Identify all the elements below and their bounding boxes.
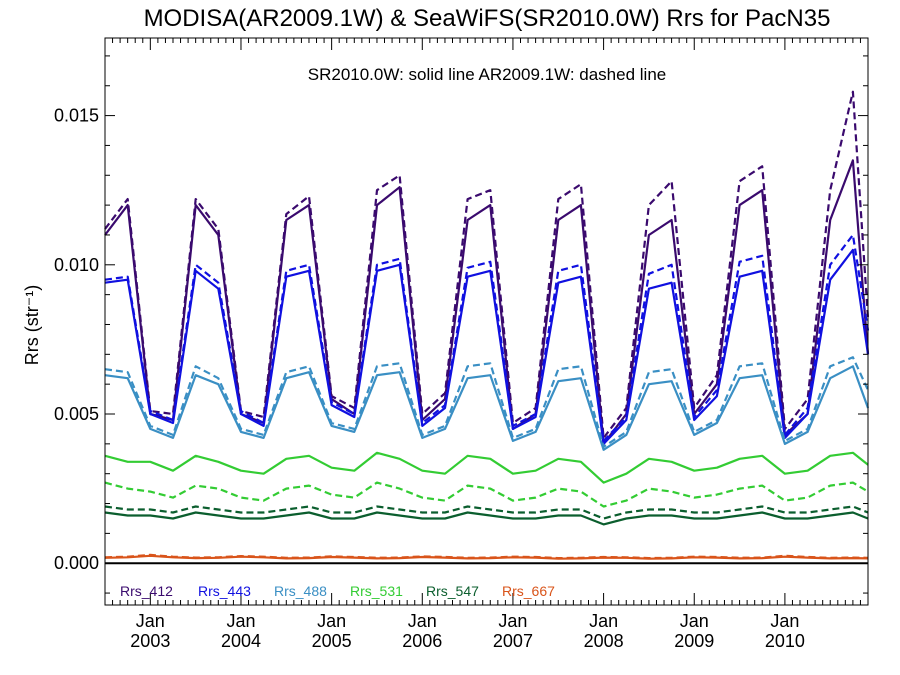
y-tick-label: 0.000 bbox=[54, 553, 99, 573]
legend: Rrs_412 Rrs_443 Rrs_488 Rrs_531 Rrs_547 Rrs_6… bbox=[120, 583, 555, 599]
legend-entry-rrs_488: Rrs_488 bbox=[274, 583, 327, 599]
x-tick-label-month: Jan bbox=[136, 611, 165, 631]
series-rrs_531-solid-line bbox=[104, 451, 869, 484]
x-tick-label-year: 2007 bbox=[493, 631, 533, 651]
legend-entry-rrs_443: Rrs_443 bbox=[198, 583, 251, 599]
y-tick-label: 0.015 bbox=[54, 106, 99, 126]
x-tick-label-year: 2009 bbox=[674, 631, 714, 651]
x-tick-label-month: Jan bbox=[770, 611, 799, 631]
x-tick-label-year: 2005 bbox=[312, 631, 352, 651]
y-axis-label: Rrs (str⁻¹) bbox=[22, 285, 42, 365]
series-rrs_412-solid-line bbox=[104, 159, 870, 445]
x-tick-label-year: 2008 bbox=[584, 631, 624, 651]
series-rrs_412-dashed-line bbox=[104, 90, 870, 439]
plot-frame bbox=[104, 37, 869, 606]
x-tick-label-month: Jan bbox=[589, 611, 618, 631]
legend-entry-rrs_412: Rrs_412 bbox=[120, 583, 173, 599]
series-rrs_531-dashed-line bbox=[104, 481, 869, 508]
series-group bbox=[104, 90, 870, 560]
x-tick-label-month: Jan bbox=[317, 611, 346, 631]
axes-group: 0.0000.0050.0100.015Jan2003Jan2004Jan200… bbox=[54, 37, 869, 651]
y-tick-label: 0.005 bbox=[54, 404, 99, 424]
series-rrs_488-dashed-line bbox=[104, 356, 869, 448]
chart-title: MODISA(AR2009.1W) & SeaWiFS(SR2010.0W) R… bbox=[144, 5, 831, 32]
chart-annotation: SR2010.0W: solid line AR2009.1W: dashed … bbox=[308, 65, 667, 84]
series-rrs_443-solid-line bbox=[104, 248, 870, 445]
x-tick-label-year: 2006 bbox=[402, 631, 442, 651]
legend-entry-rrs_667: Rrs_667 bbox=[502, 583, 555, 599]
legend-entry-rrs_547: Rrs_547 bbox=[426, 583, 479, 599]
series-rrs_488-solid-line bbox=[104, 365, 870, 451]
x-tick-label-month: Jan bbox=[226, 611, 255, 631]
x-tick-label-year: 2003 bbox=[130, 631, 170, 651]
x-tick-label-year: 2004 bbox=[221, 631, 261, 651]
x-tick-label-year: 2010 bbox=[765, 631, 805, 651]
series-rrs_547-dashed-line bbox=[104, 505, 869, 520]
series-rrs_443-dashed-line bbox=[104, 233, 870, 442]
x-tick-label-month: Jan bbox=[680, 611, 709, 631]
y-tick-label: 0.010 bbox=[54, 255, 99, 275]
x-tick-label-month: Jan bbox=[498, 611, 527, 631]
series-rrs_667-dashed-line bbox=[104, 553, 869, 560]
x-tick-label-month: Jan bbox=[408, 611, 437, 631]
series-rrs_547-solid-line bbox=[104, 511, 869, 526]
legend-entry-rrs_531: Rrs_531 bbox=[350, 583, 403, 599]
